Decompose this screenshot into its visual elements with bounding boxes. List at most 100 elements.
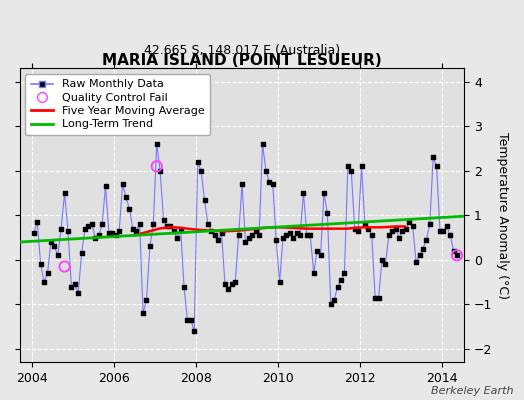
Point (310, 270, 318, 276)
Point (101, 183, 110, 190)
Point (265, 179, 274, 185)
Point (398, 228, 407, 234)
Point (378, 257, 386, 263)
Point (272, 236, 280, 243)
Point (37, 261, 45, 268)
Point (316, 252, 325, 258)
Point (347, 168, 355, 174)
Point (367, 232, 376, 238)
Point (238, 181, 246, 187)
Point (190, 328, 199, 334)
Point (33, 219, 41, 225)
Point (204, 221, 212, 228)
Point (320, 190, 328, 196)
Point (211, 232, 219, 238)
Point (197, 168, 205, 174)
Point (374, 294, 383, 301)
Point (269, 181, 277, 187)
Point (409, 223, 417, 230)
Point (136, 221, 144, 228)
Point (276, 279, 284, 285)
Point (139, 310, 147, 316)
Point (173, 234, 181, 241)
Point (326, 301, 335, 308)
Point (245, 234, 253, 241)
Point (241, 239, 249, 245)
Point (159, 216, 168, 223)
Point (115, 228, 123, 234)
Point (443, 223, 451, 230)
Point (183, 317, 192, 323)
Point (60, 263, 69, 270)
Point (156, 168, 165, 174)
Point (214, 236, 222, 243)
Point (132, 228, 140, 234)
Point (255, 232, 263, 238)
Point (50, 243, 59, 250)
Point (450, 248, 458, 254)
Point (395, 234, 403, 241)
Point (416, 252, 424, 258)
Point (333, 283, 342, 290)
Point (81, 226, 89, 232)
Point (105, 230, 113, 236)
Point (193, 159, 202, 165)
Point (419, 246, 427, 252)
Point (112, 232, 120, 238)
Point (436, 228, 444, 234)
Point (152, 141, 161, 147)
Point (128, 226, 137, 232)
Y-axis label: Temperature Anomaly (°C): Temperature Anomaly (°C) (496, 132, 509, 299)
Point (402, 226, 410, 232)
Point (78, 250, 86, 256)
Point (118, 181, 127, 187)
Point (57, 226, 66, 232)
Point (432, 163, 441, 170)
Point (303, 232, 311, 238)
Point (361, 221, 369, 228)
Point (64, 228, 72, 234)
Point (231, 279, 239, 285)
Point (351, 226, 359, 232)
Point (143, 297, 151, 303)
Point (152, 163, 161, 170)
Point (122, 194, 130, 201)
Point (357, 163, 366, 170)
Point (91, 234, 100, 241)
Point (381, 261, 389, 268)
Point (446, 232, 454, 238)
Point (371, 294, 379, 301)
Point (330, 297, 339, 303)
Point (125, 206, 134, 212)
Point (306, 232, 314, 238)
Point (391, 226, 400, 232)
Point (279, 234, 287, 241)
Point (60, 190, 69, 196)
Point (47, 239, 55, 245)
Point (71, 281, 79, 288)
Point (98, 221, 106, 228)
Point (207, 228, 215, 234)
Point (354, 228, 362, 234)
Point (40, 279, 48, 285)
Point (108, 230, 116, 236)
Point (200, 196, 209, 203)
Legend: Raw Monthly Data, Quality Control Fail, Five Year Moving Average, Long-Term Tren: Raw Monthly Data, Quality Control Fail, … (26, 74, 211, 135)
Point (84, 223, 93, 230)
Point (74, 290, 82, 296)
Point (227, 281, 236, 288)
Point (296, 232, 304, 238)
Point (262, 168, 270, 174)
Point (364, 226, 373, 232)
Point (146, 243, 154, 250)
Point (67, 283, 75, 290)
Point (258, 141, 267, 147)
Point (187, 317, 195, 323)
Point (163, 223, 171, 230)
Point (217, 230, 226, 236)
Point (221, 281, 229, 288)
Text: 42.665 S, 148.017 E (Australia): 42.665 S, 148.017 E (Australia) (144, 44, 340, 56)
Point (30, 230, 38, 236)
Point (286, 230, 294, 236)
Point (166, 223, 174, 230)
